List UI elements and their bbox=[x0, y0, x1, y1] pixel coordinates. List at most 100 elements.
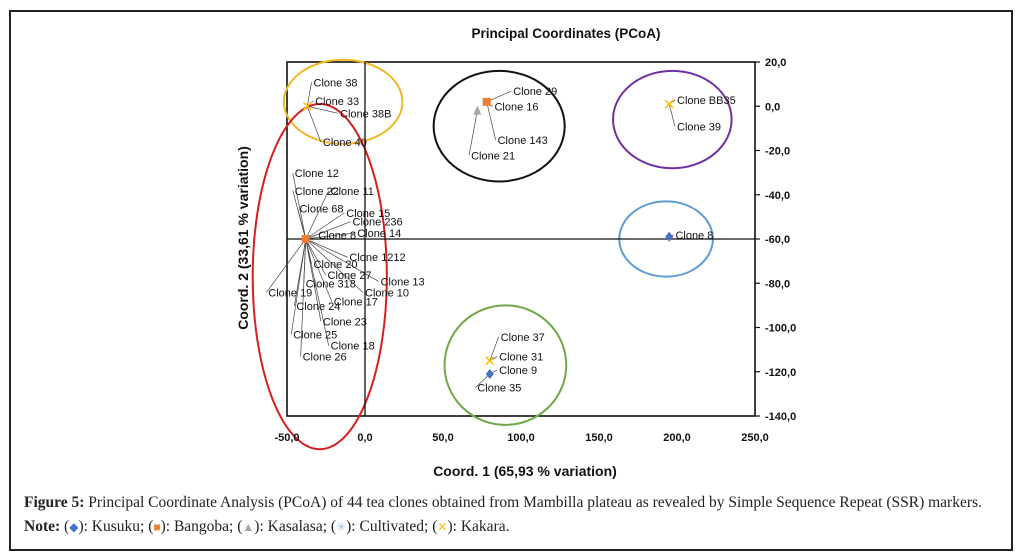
label-leader-line bbox=[305, 238, 333, 302]
figure-caption: Figure 5: Principal Coordinate Analysis … bbox=[24, 491, 999, 539]
figure-label: Figure 5: bbox=[24, 494, 85, 511]
kakara-symbol-icon: ✕ bbox=[437, 520, 448, 534]
point-label: Clone 11 bbox=[331, 186, 374, 198]
kasalasa-point bbox=[473, 105, 482, 115]
y-tick-label: 20,0 bbox=[765, 57, 786, 69]
y-tick-label: -140,0 bbox=[765, 411, 796, 423]
point-label: Clone 8 bbox=[675, 230, 713, 242]
point-label: Clone 27 bbox=[328, 270, 372, 282]
x-tick-label: 200,0 bbox=[663, 432, 691, 444]
point-label: Clone 38 bbox=[314, 77, 358, 89]
label-leader-line bbox=[306, 106, 322, 143]
point-label: Clone BB35 bbox=[677, 95, 736, 107]
y-tick-label: -40,0 bbox=[765, 190, 790, 202]
point-label: Clone 16 bbox=[494, 102, 538, 114]
kakara-point bbox=[485, 356, 495, 366]
x-tick-label: -50,0 bbox=[274, 432, 299, 444]
note-label: Note: bbox=[24, 518, 61, 535]
legend-item-kakara: (✕): Kakara. bbox=[432, 518, 510, 535]
point-label: Clone 9 bbox=[499, 365, 537, 377]
label-leader-line bbox=[486, 90, 512, 103]
label-leader-line bbox=[305, 190, 329, 240]
point-label: Clone 38B bbox=[340, 108, 391, 120]
x-tick-label: 50,0 bbox=[432, 432, 453, 444]
legend-item-cultivated: (✳): Cultivated; bbox=[330, 518, 433, 535]
kakara-point bbox=[302, 101, 312, 111]
point-label: Clone 12 bbox=[295, 168, 339, 180]
x-tick-label: 0,0 bbox=[357, 432, 372, 444]
point-label: Clone 15 bbox=[346, 208, 390, 220]
point-label: Clone 35 bbox=[477, 383, 521, 395]
label-leader-line bbox=[265, 238, 307, 293]
point-label: Clone 20 bbox=[314, 259, 358, 271]
label-leader-line bbox=[290, 238, 307, 335]
label-leader-line bbox=[489, 336, 500, 361]
point-label: Clone 37 bbox=[501, 332, 545, 344]
cluster-ellipse bbox=[612, 69, 733, 170]
bangoba-symbol-icon: ■ bbox=[153, 520, 161, 534]
kakara-point bbox=[664, 99, 674, 109]
point-label: Clone 33 bbox=[315, 96, 359, 108]
kusuku-point bbox=[665, 231, 674, 242]
point-label: Clone 18 bbox=[331, 341, 375, 353]
cluster-ellipse bbox=[432, 69, 566, 183]
point-label: Clone 23 bbox=[323, 316, 367, 328]
y-tick-label: -80,0 bbox=[765, 278, 790, 290]
point-label: Clone 318 bbox=[306, 279, 356, 291]
y-tick-label: -20,0 bbox=[765, 146, 790, 158]
point-label: Clone 24 bbox=[296, 301, 340, 313]
point-label: Clone 39 bbox=[677, 122, 721, 134]
point-label: Clone 236 bbox=[353, 217, 403, 229]
point-label: Clone 29 bbox=[513, 86, 557, 98]
point-label: Clone 68 bbox=[299, 203, 343, 215]
legend-item-kasalasa: (▲): Kasalasa; bbox=[237, 518, 331, 535]
caption-legend: (◆): Kusuku; (■): Bangoba; (▲): Kasalasa… bbox=[64, 518, 509, 535]
point-label: Clone 1212 bbox=[349, 252, 405, 264]
point-label: Clone 8 bbox=[318, 230, 356, 242]
label-leader-line bbox=[292, 172, 307, 240]
label-leader-line bbox=[307, 105, 339, 114]
cluster-ellipse bbox=[282, 58, 404, 145]
label-leader-line bbox=[305, 238, 322, 322]
cultivated-symbol-icon: ✳ bbox=[336, 520, 347, 534]
label-leader-line bbox=[305, 212, 345, 240]
kasalasa-symbol-icon: ▲ bbox=[242, 520, 255, 534]
label-leader-line bbox=[468, 110, 478, 156]
point-label: Clone 26 bbox=[303, 352, 347, 364]
point-label: Clone 40 bbox=[323, 137, 367, 149]
kusuku-symbol-icon: ◆ bbox=[69, 520, 79, 534]
y-tick-label: -120,0 bbox=[765, 367, 796, 379]
figure-frame bbox=[9, 10, 1013, 551]
cluster-ellipse bbox=[443, 304, 568, 426]
y-tick-label: 0,0 bbox=[765, 101, 780, 113]
label-leader-line bbox=[306, 82, 312, 107]
label-leader-line bbox=[475, 373, 491, 388]
x-axis-label: Coord. 1 (65,93 % variation) bbox=[433, 463, 617, 479]
kakara-marker-stroke bbox=[664, 99, 674, 109]
kakara-marker-stroke bbox=[302, 101, 312, 111]
label-leader-line bbox=[668, 103, 676, 127]
y-axis-label: Coord. 2 (33,61 % variation) bbox=[235, 146, 251, 330]
point-label: Clone 22 bbox=[295, 186, 339, 198]
label-leader-line bbox=[305, 238, 326, 275]
point-label: Clone 13 bbox=[381, 276, 425, 288]
cluster-ellipse bbox=[251, 103, 388, 451]
legend-item-kusuku: (◆): Kusuku; bbox=[64, 518, 149, 535]
point-label: Clone 10 bbox=[365, 288, 409, 300]
chart-title: Principal Coordinates (PCoA) bbox=[471, 26, 660, 41]
label-leader-line bbox=[300, 238, 307, 357]
point-label: Clone 31 bbox=[499, 352, 543, 364]
label-leader-line bbox=[305, 232, 356, 240]
label-leader-line bbox=[305, 238, 330, 346]
x-tick-label: 100,0 bbox=[507, 432, 535, 444]
point-label: Clone 143 bbox=[498, 135, 548, 147]
label-leader-line bbox=[305, 238, 364, 293]
kusuku-point bbox=[485, 368, 494, 379]
point-label: Clone 17 bbox=[334, 296, 378, 308]
legend-item-bangoba: (■): Bangoba; bbox=[148, 518, 238, 535]
x-tick-label: 150,0 bbox=[585, 432, 613, 444]
point-label: Clone 19 bbox=[268, 288, 312, 300]
point-label: Clone 14 bbox=[357, 228, 401, 240]
y-tick-label: -100,0 bbox=[765, 323, 796, 335]
